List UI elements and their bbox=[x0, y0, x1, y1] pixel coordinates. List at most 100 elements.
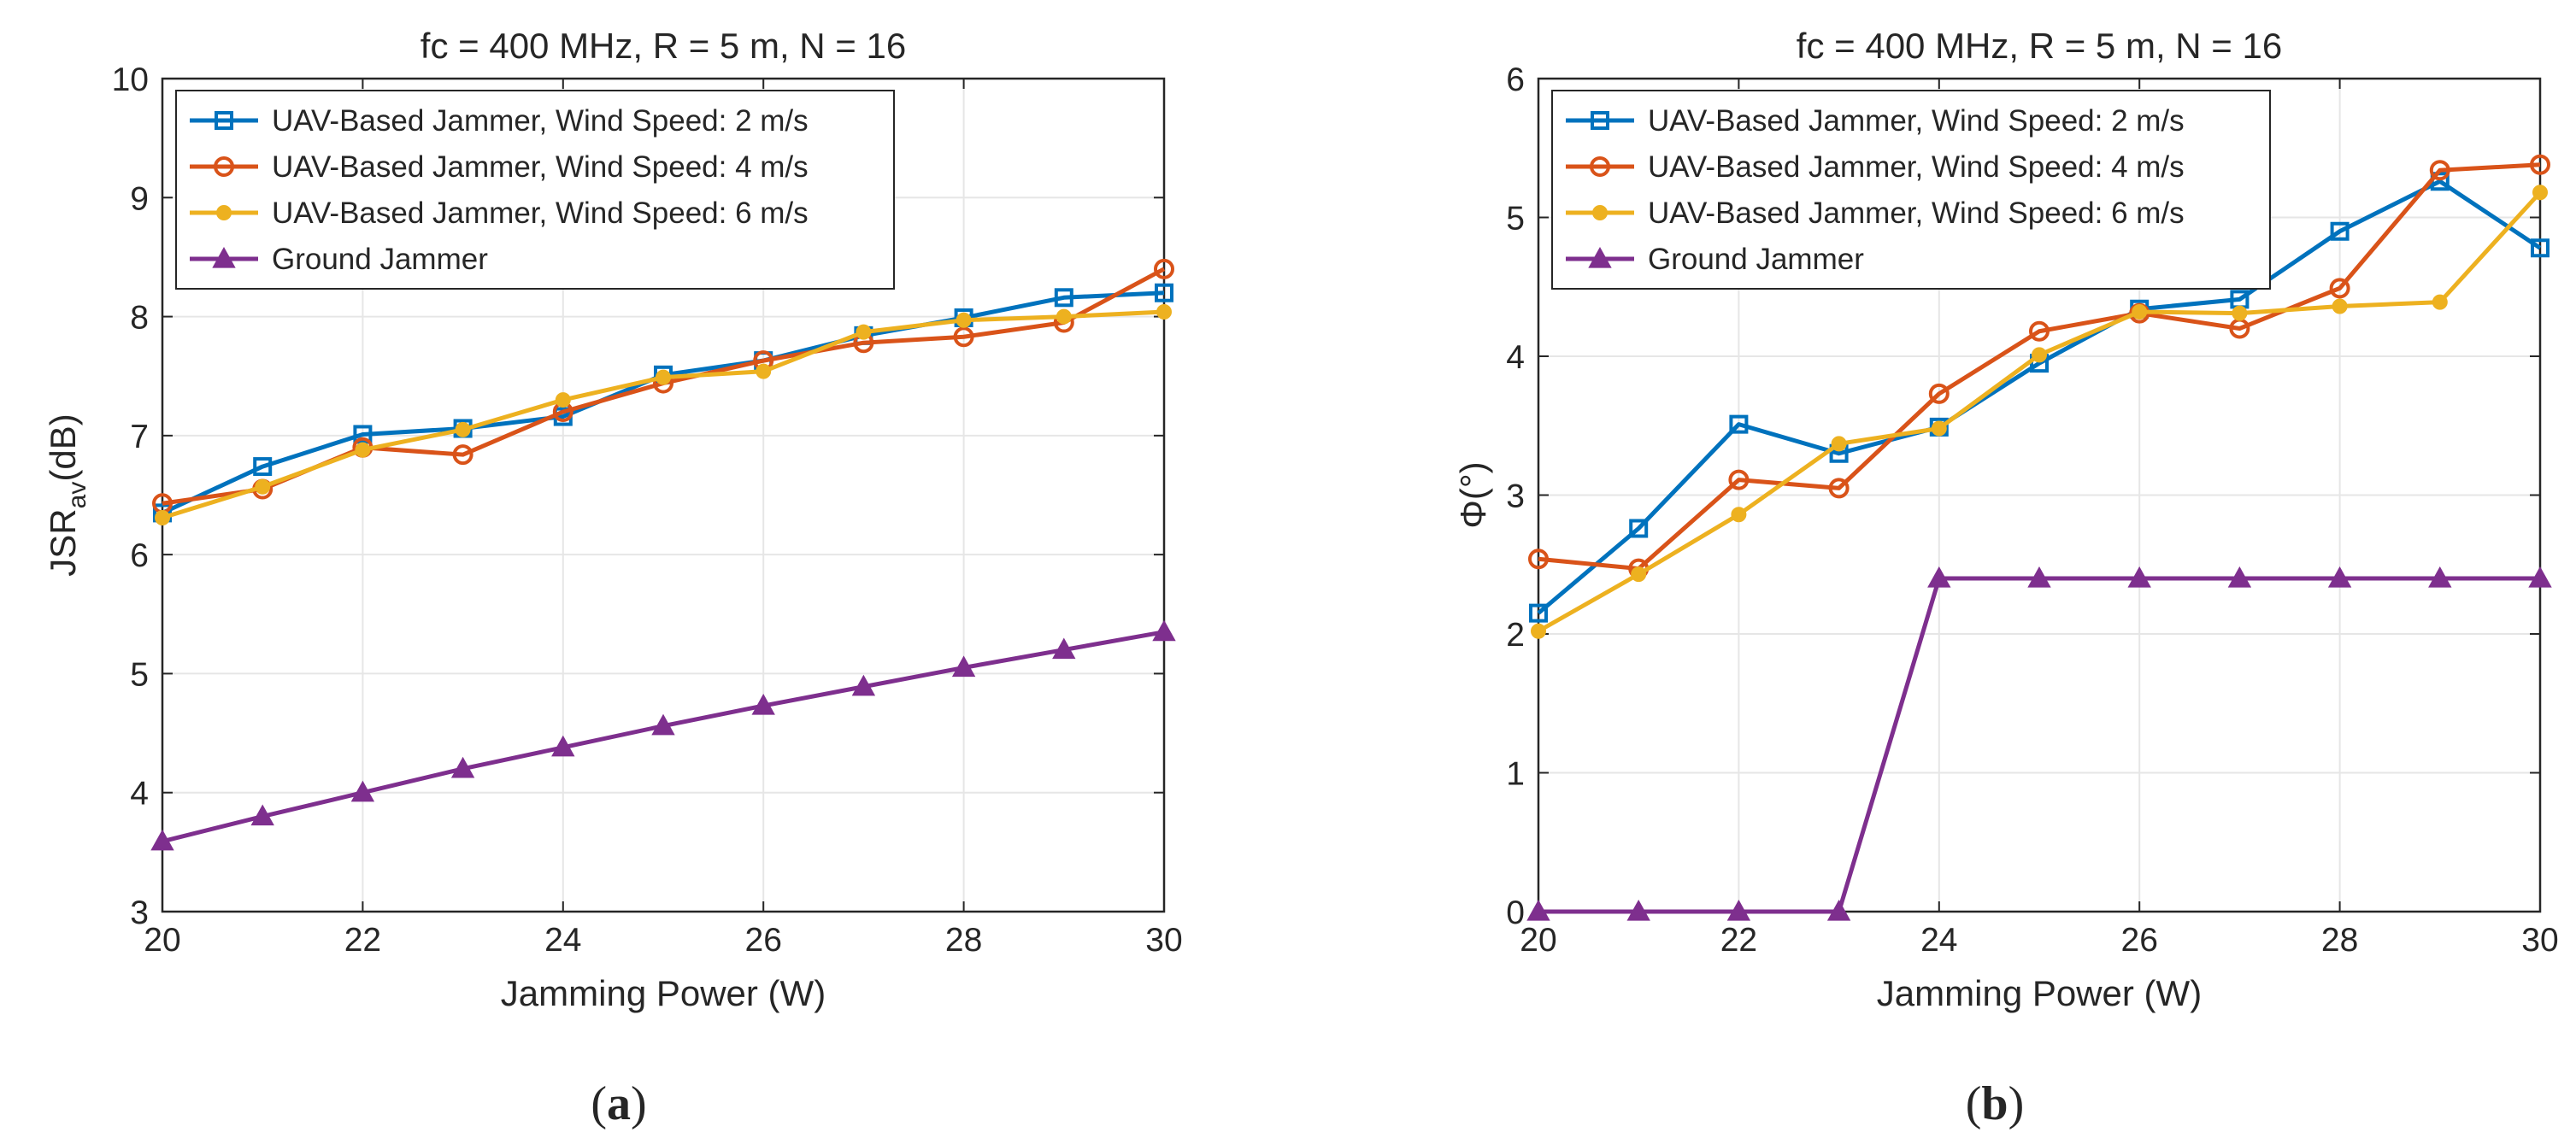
x-tick-label: 28 bbox=[2321, 922, 2358, 959]
chart-b: 20 22 24 26 28 30 0 1 2 3 4 5 6 UAV-Based Jammer, Win… bbox=[1453, 26, 2559, 1130]
data-point bbox=[350, 780, 375, 802]
data-point bbox=[250, 804, 274, 826]
data-point bbox=[1528, 549, 1549, 570]
legend-marker bbox=[1590, 156, 1610, 177]
data-point bbox=[155, 509, 170, 525]
data-point bbox=[1531, 623, 1546, 639]
data-point bbox=[2531, 238, 2550, 258]
legend-box bbox=[175, 90, 895, 290]
x-tick-label: 30 bbox=[2521, 922, 2558, 959]
legend-marker bbox=[1588, 246, 1612, 268]
legend: UAV-Based Jammer, Wind Speed: 2 m/s UAV-B… bbox=[1551, 90, 2271, 290]
x-tick-label: 26 bbox=[745, 922, 782, 959]
data-point bbox=[751, 693, 775, 715]
data-point bbox=[1731, 507, 1747, 523]
legend-box bbox=[1551, 90, 2271, 290]
data-point bbox=[455, 421, 471, 437]
series-2 bbox=[1528, 154, 2550, 579]
data-point bbox=[2332, 298, 2348, 314]
x-tick-label: 30 bbox=[1145, 922, 1182, 959]
data-point bbox=[1726, 899, 1751, 921]
series-4 bbox=[150, 619, 1176, 851]
y-tick-label: 1 bbox=[1506, 756, 1525, 793]
data-point bbox=[2132, 304, 2148, 320]
data-point bbox=[2227, 566, 2252, 588]
data-point bbox=[355, 442, 371, 458]
series-4 bbox=[1526, 566, 2552, 921]
series-3 bbox=[155, 304, 1172, 525]
data-point bbox=[1529, 603, 1548, 623]
data-point bbox=[2428, 566, 2452, 588]
data-point bbox=[1526, 899, 1550, 921]
legend-marker bbox=[214, 156, 234, 177]
legend-marker bbox=[1592, 205, 1608, 220]
y-tick-label: 5 bbox=[1506, 201, 1525, 238]
y-tick-label: 8 bbox=[130, 300, 149, 337]
data-point bbox=[1056, 308, 1072, 325]
data-point bbox=[1729, 414, 1749, 434]
data-point bbox=[956, 312, 972, 328]
data-point bbox=[2530, 154, 2550, 175]
data-point bbox=[656, 369, 671, 385]
data-point bbox=[2127, 566, 2151, 588]
x-tick-label: 22 bbox=[344, 922, 381, 959]
series-3 bbox=[1531, 185, 2548, 639]
data-point bbox=[150, 829, 174, 851]
data-point bbox=[253, 457, 273, 477]
chart-a: 20 22 24 26 28 30 3 4 5 6 7 8 9 10 UAV-Based Jammer, W… bbox=[43, 26, 1183, 1130]
y-tick-label: 3 bbox=[130, 895, 149, 931]
data-point bbox=[851, 674, 876, 696]
panel-label: (b) bbox=[1966, 1077, 2024, 1130]
x-axis-label: Jamming Power (W) bbox=[501, 973, 826, 1013]
y-tick-label: 3 bbox=[1506, 478, 1525, 515]
y-tick-label: 5 bbox=[130, 656, 149, 693]
data-point bbox=[1828, 478, 1850, 499]
y-axis-label: Φ(°) bbox=[1453, 461, 1493, 528]
legend-label: UAV-Based Jammer, Wind Speed: 4 m/s bbox=[1648, 150, 2185, 184]
data-point bbox=[1826, 899, 1851, 921]
data-point bbox=[2232, 305, 2248, 321]
data-point bbox=[551, 735, 575, 757]
data-point bbox=[1154, 258, 1174, 279]
y-tick-label: 4 bbox=[130, 776, 149, 813]
data-point bbox=[2032, 347, 2047, 363]
data-point bbox=[1155, 283, 1173, 302]
data-point bbox=[255, 478, 271, 495]
x-axis-label: Jamming Power (W) bbox=[1877, 973, 2202, 1013]
series-line bbox=[1538, 162, 2541, 572]
data-point bbox=[651, 713, 675, 736]
chart-title: fc = 400 MHz, R = 5 m, N = 16 bbox=[1797, 26, 2282, 66]
data-point bbox=[2330, 221, 2350, 241]
y-tick-label: 6 bbox=[130, 537, 149, 574]
data-point bbox=[2329, 278, 2350, 299]
legend-label: UAV-Based Jammer, Wind Speed: 4 m/s bbox=[272, 150, 809, 184]
data-point bbox=[1928, 383, 1950, 404]
legend: UAV-Based Jammer, Wind Speed: 2 m/s UAV-B… bbox=[175, 90, 895, 290]
data-point bbox=[2532, 185, 2548, 201]
x-tick-label: 28 bbox=[945, 922, 982, 959]
x-tick-label: 24 bbox=[544, 922, 581, 959]
series-line bbox=[1537, 179, 2542, 615]
legend-label: Ground Jammer bbox=[272, 243, 488, 276]
data-point bbox=[1931, 420, 1947, 437]
y-axis-label: JSRav(dB) bbox=[43, 414, 91, 576]
y-tick-label: 9 bbox=[130, 180, 149, 217]
data-point bbox=[1927, 566, 1951, 588]
legend-marker bbox=[216, 205, 232, 220]
y-tick-label: 6 bbox=[1506, 62, 1525, 98]
y-tick-label: 0 bbox=[1506, 895, 1525, 931]
data-point bbox=[1728, 469, 1750, 490]
data-point bbox=[1626, 899, 1650, 921]
chart-title: fc = 400 MHz, R = 5 m, N = 16 bbox=[421, 26, 906, 66]
y-tick-label: 4 bbox=[1506, 339, 1525, 376]
data-point bbox=[1631, 566, 1647, 583]
data-point bbox=[1152, 619, 1176, 642]
y-tick-label: 2 bbox=[1506, 617, 1525, 654]
legend-label: UAV-Based Jammer, Wind Speed: 6 m/s bbox=[272, 197, 809, 230]
data-point bbox=[2029, 320, 2050, 342]
data-point bbox=[856, 324, 872, 340]
x-tick-label: 22 bbox=[1720, 922, 1757, 959]
data-point bbox=[951, 655, 976, 678]
data-point bbox=[452, 444, 473, 466]
legend-label: UAV-Based Jammer, Wind Speed: 2 m/s bbox=[272, 104, 809, 138]
